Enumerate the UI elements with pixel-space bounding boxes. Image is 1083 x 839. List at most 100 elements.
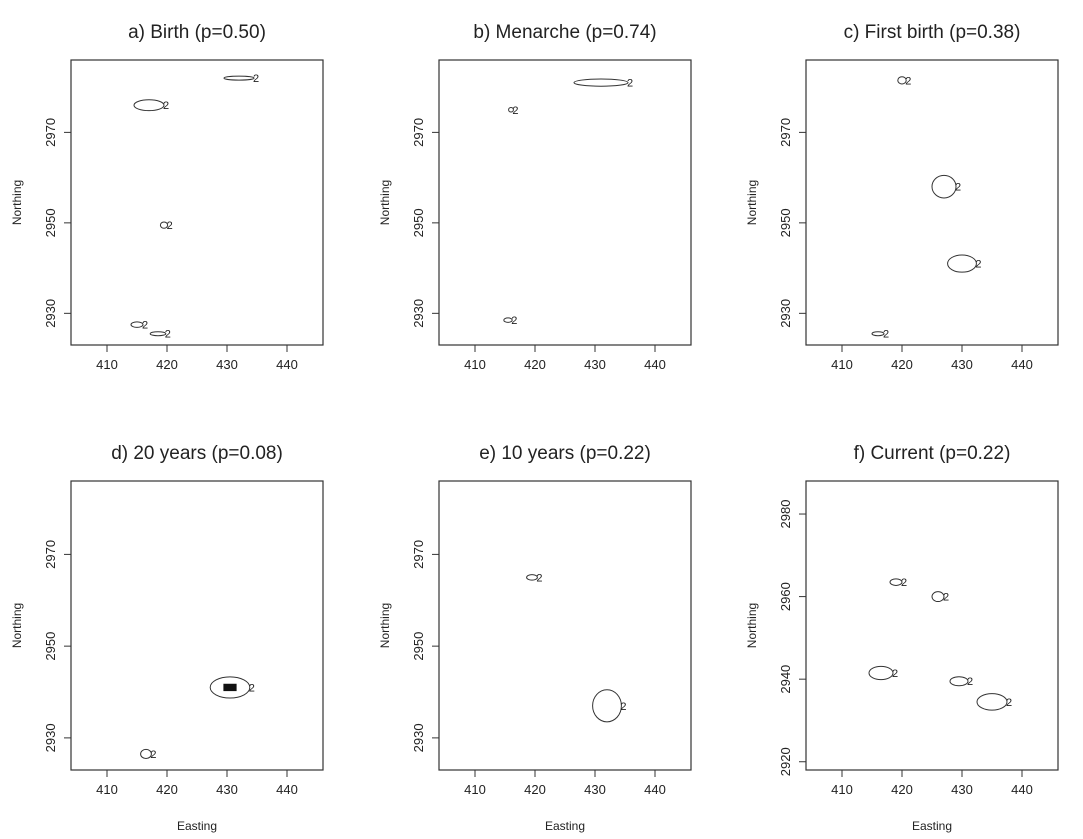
x-tick-label: 440 bbox=[644, 782, 666, 797]
panel-2: b) Menarche (p=0.74) 410 420 430 440 2930 2950… bbox=[378, 22, 692, 372]
y-tick-label: 2970 bbox=[778, 118, 793, 147]
y-tick-label: 2930 bbox=[411, 723, 426, 752]
x-tick-label: 420 bbox=[156, 357, 178, 372]
contour-label: 2 bbox=[150, 749, 156, 761]
panel-title: a) Birth (p=0.50) bbox=[128, 22, 266, 43]
y-tick-label: 2930 bbox=[43, 723, 58, 752]
contour-line bbox=[140, 748, 152, 760]
x-tick-label: 430 bbox=[951, 782, 973, 797]
y-tick-label: 2950 bbox=[43, 632, 58, 661]
x-axis-label: Easting bbox=[545, 819, 585, 833]
contour-label: 2 bbox=[1006, 697, 1012, 709]
panel-4: d) 20 years (p=0.08) 410 420 430 440 2930 2950… bbox=[10, 443, 324, 833]
contour-line bbox=[573, 78, 629, 87]
contour-label: 2 bbox=[905, 75, 911, 87]
x-tick-label: 410 bbox=[464, 357, 486, 372]
contour-line bbox=[130, 321, 144, 328]
contour-label: 2 bbox=[249, 682, 255, 694]
x-tick-label: 430 bbox=[216, 782, 238, 797]
y-tick-label: 2970 bbox=[43, 540, 58, 569]
y-tick-label: 2950 bbox=[43, 208, 58, 237]
contour-label: 2 bbox=[511, 315, 517, 327]
x-tick-label: 420 bbox=[891, 782, 913, 797]
contour-label: 2 bbox=[142, 320, 148, 332]
contour-label: 2 bbox=[536, 572, 542, 584]
x-tick-label: 440 bbox=[276, 357, 298, 372]
panel-title: d) 20 years (p=0.08) bbox=[111, 443, 283, 464]
panel-1: a) Birth (p=0.50) 410 420 430 440 2930 2950 297… bbox=[10, 22, 324, 372]
x-tick-label: 430 bbox=[584, 782, 606, 797]
x-tick-label: 410 bbox=[96, 357, 118, 372]
contour-label: 2 bbox=[253, 73, 259, 85]
contour-line bbox=[897, 76, 907, 85]
contour-line bbox=[159, 221, 169, 229]
panel-title: c) First birth (p=0.38) bbox=[844, 22, 1021, 43]
x-axis-label: Easting bbox=[177, 819, 217, 833]
contour-label: 2 bbox=[975, 259, 981, 271]
panel-6: f) Current (p=0.22) 410 420 430 440 2920 2940 2… bbox=[745, 443, 1059, 833]
x-tick-label: 420 bbox=[524, 357, 546, 372]
x-tick-label: 420 bbox=[891, 357, 913, 372]
contour-line bbox=[868, 665, 894, 681]
contour-label: 2 bbox=[165, 329, 171, 341]
contour-label: 2 bbox=[627, 78, 633, 90]
contour-label: 2 bbox=[883, 329, 889, 341]
contour-label: 2 bbox=[620, 701, 626, 713]
contour-label: 2 bbox=[167, 220, 173, 232]
contour-label: 2 bbox=[163, 100, 169, 112]
plot-frame bbox=[438, 480, 692, 771]
y-tick-label: 2980 bbox=[778, 500, 793, 529]
x-tick-label: 420 bbox=[156, 782, 178, 797]
contour-line bbox=[949, 676, 969, 687]
contour-line bbox=[503, 317, 513, 323]
x-tick-label: 430 bbox=[584, 357, 606, 372]
y-tick-label: 2930 bbox=[778, 299, 793, 328]
x-tick-label: 440 bbox=[1011, 357, 1033, 372]
contour-line bbox=[976, 693, 1008, 711]
contour-label: 2 bbox=[512, 105, 518, 117]
panel-5: e) 10 years (p=0.22) 410 420 430 440 2930 2950… bbox=[378, 443, 692, 833]
x-tick-label: 410 bbox=[831, 357, 853, 372]
y-tick-label: 2970 bbox=[411, 118, 426, 147]
y-axis-label: Northing bbox=[745, 180, 759, 225]
x-axis-label: Easting bbox=[912, 819, 952, 833]
plot-frame bbox=[805, 59, 1059, 346]
y-tick-label: 2960 bbox=[778, 582, 793, 611]
x-tick-label: 430 bbox=[216, 357, 238, 372]
contour-line bbox=[931, 174, 957, 199]
panel-3: c) First birth (p=0.38) 410 420 430 440 2930 2… bbox=[745, 22, 1059, 372]
contour-label: 2 bbox=[943, 592, 949, 604]
contour-line bbox=[508, 107, 514, 113]
contour-label: 2 bbox=[901, 577, 907, 589]
panel-title: f) Current (p=0.22) bbox=[854, 443, 1011, 464]
y-tick-label: 2930 bbox=[43, 299, 58, 328]
x-tick-label: 430 bbox=[951, 357, 973, 372]
y-tick-label: 2930 bbox=[411, 299, 426, 328]
y-tick-label: 2940 bbox=[778, 665, 793, 694]
plot-frame bbox=[70, 59, 324, 346]
x-tick-label: 410 bbox=[96, 782, 118, 797]
x-tick-label: 440 bbox=[1011, 782, 1033, 797]
panel-title: b) Menarche (p=0.74) bbox=[473, 22, 656, 43]
y-axis-label: Northing bbox=[378, 180, 392, 225]
contour-label: 2 bbox=[967, 676, 973, 688]
plot-frame bbox=[438, 59, 692, 346]
y-axis-label: Northing bbox=[10, 180, 24, 225]
contour-label: 2 bbox=[955, 182, 961, 194]
x-tick-label: 410 bbox=[831, 782, 853, 797]
contour-line bbox=[526, 574, 538, 581]
contour-label: 2 bbox=[892, 668, 898, 680]
y-axis-label: Northing bbox=[10, 603, 24, 648]
y-axis-label: Northing bbox=[745, 603, 759, 648]
x-tick-label: 440 bbox=[644, 357, 666, 372]
y-tick-label: 2970 bbox=[43, 118, 58, 147]
contour-line bbox=[149, 331, 167, 337]
x-tick-label: 410 bbox=[464, 782, 486, 797]
contour-line bbox=[871, 331, 885, 337]
contour-line bbox=[133, 99, 165, 112]
plot-frame bbox=[805, 480, 1059, 771]
y-tick-label: 2950 bbox=[411, 208, 426, 237]
y-axis-label: Northing bbox=[378, 603, 392, 648]
x-tick-label: 420 bbox=[524, 782, 546, 797]
